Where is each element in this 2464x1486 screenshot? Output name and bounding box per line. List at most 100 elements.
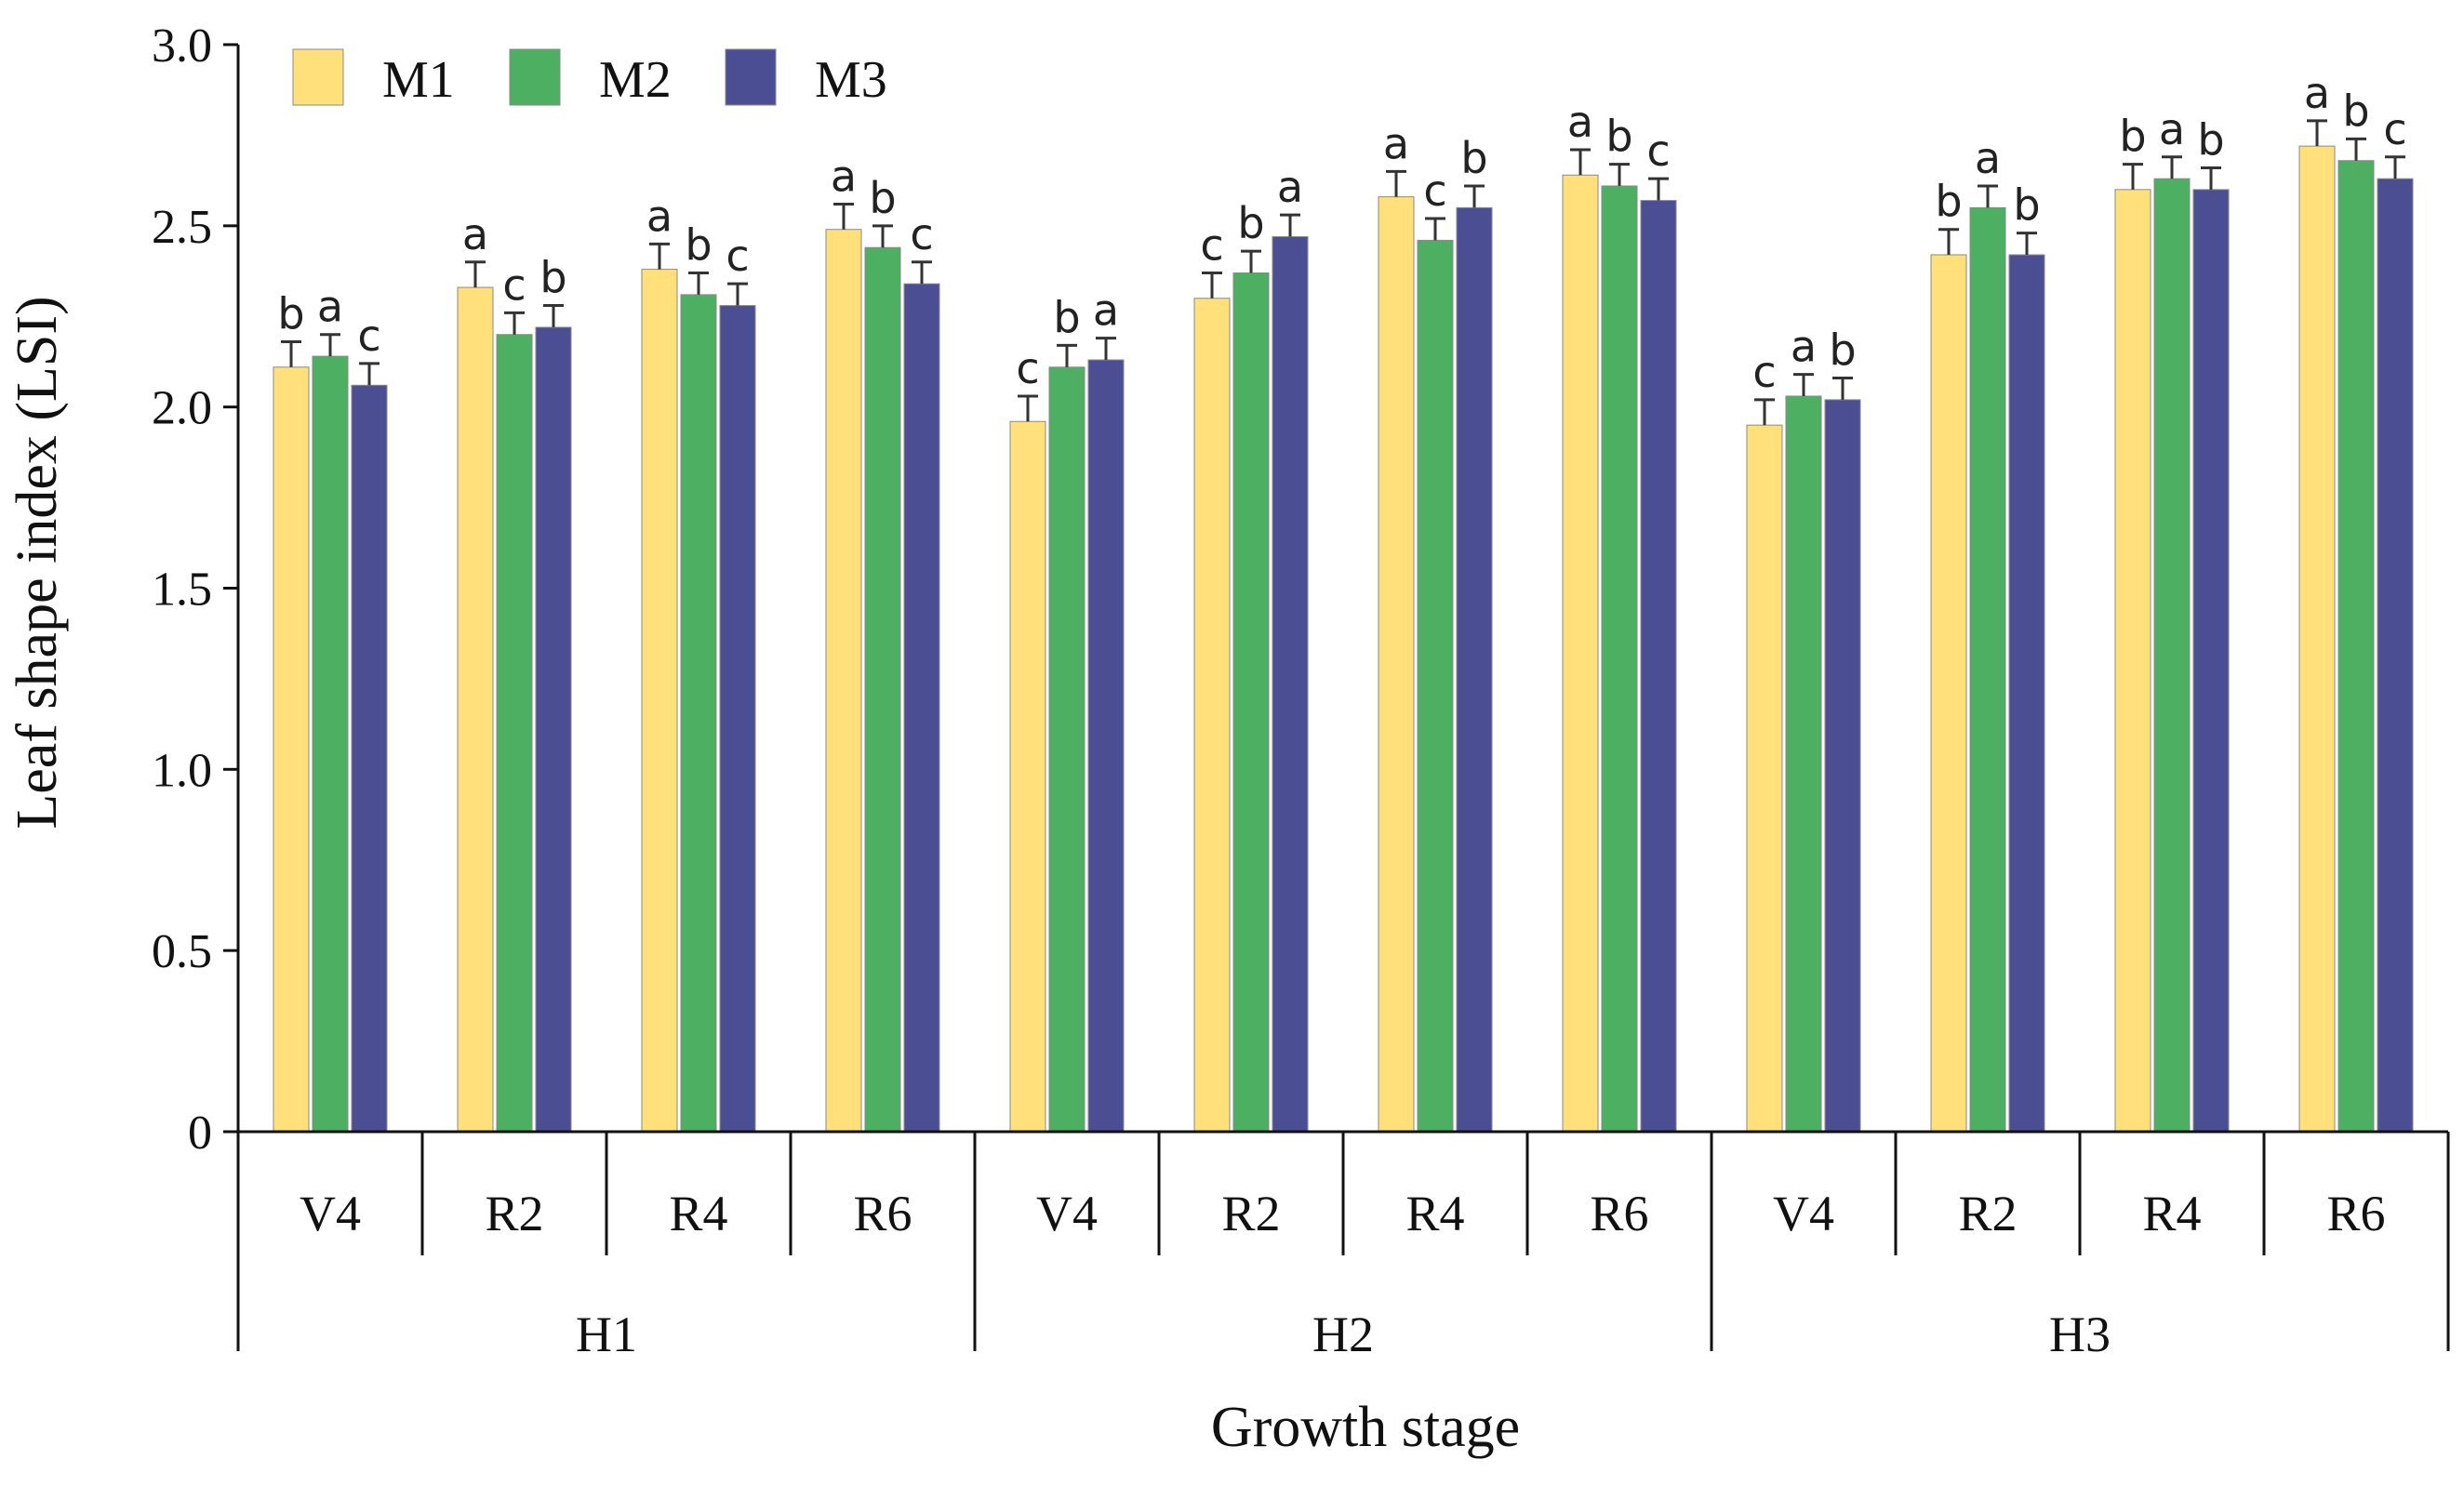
bar-M3-H1-R6 — [903, 283, 940, 1133]
x-tick-label-4: V4 — [1036, 1186, 1098, 1241]
bars-layer — [273, 119, 2414, 1133]
significance-letter-M1-4: c — [1016, 343, 1039, 393]
significance-letter-M1-10: b — [2119, 112, 2146, 162]
x-tick-label-9: R2 — [1958, 1186, 2017, 1241]
bar-M3-H2-R4 — [1456, 206, 1493, 1133]
bar-M2-H2-V4 — [1048, 366, 1085, 1133]
bar-M1-H3-R6 — [2298, 145, 2336, 1133]
y-tick-label-5: 2.5 — [152, 201, 212, 254]
x-tick-label-10: R4 — [2142, 1186, 2201, 1241]
y-tick-label-2: 1.0 — [152, 744, 212, 797]
bar-M3-H3-R2 — [2008, 254, 2045, 1133]
significance-letter-M1-0: b — [277, 289, 304, 339]
significance-letter-M3-4: a — [1093, 285, 1119, 336]
bar-M1-H1-V4 — [273, 366, 310, 1133]
x-tick-label-0: V4 — [300, 1186, 361, 1241]
bar-M3-H2-R6 — [1640, 200, 1677, 1133]
bar-M1-H1-R2 — [457, 286, 494, 1133]
group-label-H3: H3 — [2049, 1307, 2111, 1362]
significance-letter-M2-9: a — [1975, 133, 2001, 183]
significance-letter-M2-8: a — [1791, 322, 1817, 372]
x-tick-label-11: R6 — [2326, 1186, 2385, 1241]
bar-M2-H2-R2 — [1232, 272, 1270, 1133]
x-tick-label-8: V4 — [1773, 1186, 1834, 1241]
bar-M2-H2-R6 — [1601, 185, 1638, 1133]
bar-M2-H1-R6 — [864, 246, 901, 1133]
significance-letter-M1-5: c — [1200, 219, 1223, 270]
bar-M1-H3-R4 — [2114, 189, 2151, 1133]
x-tick-label-5: R2 — [1221, 1186, 1280, 1241]
significance-letter-M2-0: a — [317, 282, 343, 332]
x-tick-label-6: R4 — [1405, 1186, 1464, 1241]
bar-M1-H1-R4 — [641, 269, 678, 1133]
group-label-H2: H2 — [1312, 1307, 1374, 1362]
significance-letter-M1-3: a — [831, 151, 857, 201]
bar-M2-H3-R4 — [2153, 178, 2191, 1133]
significance-letter-M1-7: a — [1567, 97, 1593, 147]
significance-letter-M2-7: b — [1605, 112, 1632, 162]
y-tick-label-1: 0.5 — [152, 925, 212, 978]
significance-letter-M2-4: b — [1053, 292, 1080, 342]
bar-M3-H3-R4 — [2192, 189, 2230, 1133]
legend-label-M1: M1 — [382, 51, 455, 109]
bar-M1-H2-R4 — [1378, 196, 1415, 1133]
bar-M3-H1-V4 — [351, 384, 388, 1133]
bar-M1-H3-R2 — [1930, 254, 1967, 1133]
y-tick-label-0: 0 — [188, 1107, 212, 1160]
bar-M3-H2-R2 — [1272, 236, 1309, 1133]
bar-M3-H1-R2 — [535, 326, 572, 1133]
group-label-H1: H1 — [576, 1307, 637, 1362]
bar-M2-H1-V4 — [312, 355, 349, 1133]
y-tick-label-3: 1.5 — [152, 564, 212, 617]
bar-M3-H1-R4 — [719, 305, 756, 1133]
significance-letter-M3-3: c — [910, 209, 933, 259]
bar-M3-H3-R6 — [2377, 178, 2414, 1133]
significance-letter-M3-0: c — [357, 311, 380, 361]
bar-M2-H3-R6 — [2337, 160, 2375, 1133]
significance-letter-M3-2: c — [726, 231, 749, 281]
bar-M2-H3-V4 — [1785, 395, 1822, 1133]
axes-layer: 0 0.5 1.0 1.5 2.0 2.5 3.0 — [152, 20, 2450, 1351]
significance-letter-M2-10: a — [2159, 104, 2185, 154]
x-tick-label-1: R2 — [485, 1186, 543, 1241]
legend-label-M3: M3 — [815, 51, 887, 109]
bar-M3-H3-V4 — [1824, 399, 1861, 1133]
x-axis-title: Growth stage — [1211, 1396, 1520, 1459]
y-tick-label-4: 2.0 — [152, 382, 212, 435]
significance-letter-M1-11: a — [2304, 68, 2330, 118]
significance-letter-M2-11: b — [2342, 86, 2369, 136]
legend-label-M2: M2 — [599, 51, 672, 109]
legend-swatch-M2 — [509, 48, 561, 106]
bar-M1-H2-R2 — [1193, 298, 1231, 1133]
significance-letter-M1-6: a — [1383, 118, 1409, 168]
bar-M2-H1-R4 — [680, 294, 717, 1133]
bar-M2-H1-R2 — [496, 334, 533, 1133]
y-axis-title: Leaf shape index (LSI) — [6, 296, 69, 829]
bar-M2-H3-R2 — [1969, 206, 2006, 1133]
significance-letter-M3-11: c — [2383, 104, 2406, 154]
significance-letter-M3-8: b — [1829, 325, 1856, 375]
significance-letter-M3-1: b — [539, 253, 566, 303]
significance-letter-M1-1: a — [462, 209, 488, 259]
x-tick-label-7: R6 — [1590, 1186, 1648, 1241]
significance-letter-M2-3: b — [869, 173, 896, 223]
bar-M1-H1-R6 — [825, 229, 862, 1133]
significance-letter-M3-10: b — [2197, 114, 2224, 165]
significance-letter-M3-7: c — [1646, 126, 1670, 176]
bar-M1-H2-V4 — [1009, 420, 1046, 1133]
legend-swatch-M1 — [292, 48, 344, 106]
bar-M1-H3-V4 — [1746, 424, 1783, 1133]
bar-M3-H2-V4 — [1087, 359, 1125, 1133]
significance-letter-M1-9: b — [1935, 177, 1962, 227]
bar-M1-H2-R6 — [1562, 174, 1599, 1133]
significance-letter-M2-5: b — [1237, 198, 1264, 248]
legend: M1 M2 M3 — [292, 48, 887, 109]
significance-letter-M3-6: b — [1460, 133, 1487, 183]
y-tick-label-6: 3.0 — [152, 20, 212, 73]
significance-letter-M2-2: b — [685, 219, 712, 270]
x-tick-label-2: R4 — [669, 1186, 727, 1241]
x-tick-label-3: R6 — [853, 1186, 912, 1241]
